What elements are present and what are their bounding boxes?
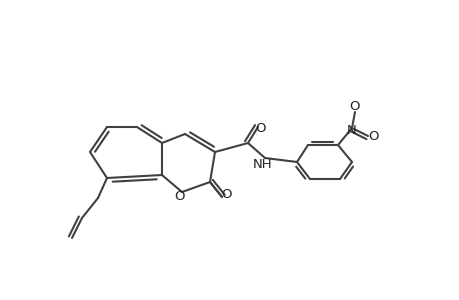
Text: O: O xyxy=(221,188,232,202)
Text: N: N xyxy=(347,124,356,136)
Text: O: O xyxy=(349,100,359,112)
Text: O: O xyxy=(174,190,185,203)
Text: NH: NH xyxy=(252,158,272,172)
Text: O: O xyxy=(368,130,378,142)
Text: O: O xyxy=(255,122,266,136)
